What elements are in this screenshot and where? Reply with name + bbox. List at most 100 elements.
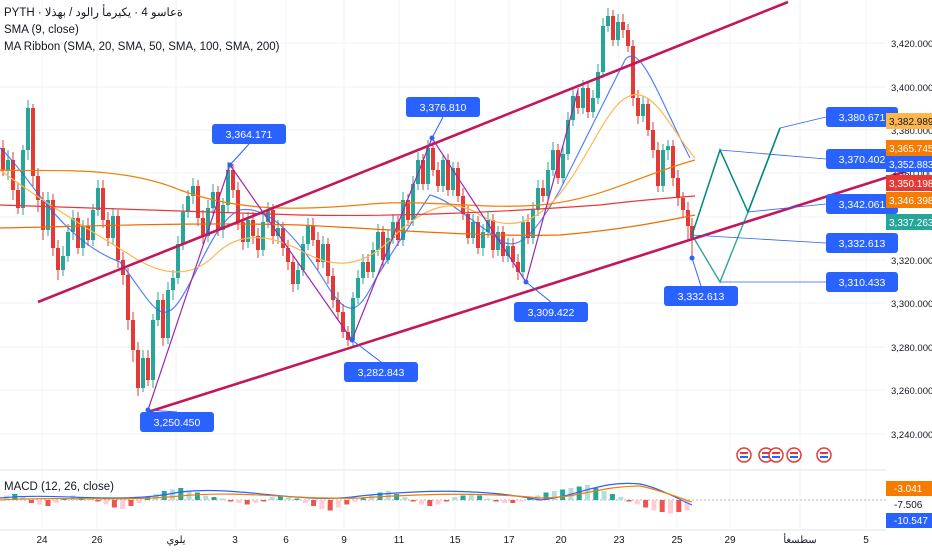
callout-box: [826, 194, 898, 214]
callout-leader: [147, 409, 178, 413]
candle-body: [531, 210, 535, 238]
ribbon-legend[interactable]: MA Ribbon (SMA, 20, SMA, 50, SMA, 100, S…: [4, 40, 279, 54]
candle-body: [161, 300, 165, 338]
candle-body: [166, 290, 170, 338]
candle-body: [296, 270, 300, 284]
macd-histogram-bar: [443, 500, 449, 502]
economic-event-icons[interactable]: [736, 447, 832, 463]
candle-body: [146, 358, 150, 380]
candle-body: [91, 210, 95, 240]
candle-body: [36, 176, 40, 200]
price-tag: [886, 113, 932, 129]
macd-line: [0, 482, 693, 506]
flag-stripe: [740, 452, 748, 454]
callout-leader: [691, 257, 702, 287]
time-axis-label: 15: [449, 535, 461, 546]
candle-body: [541, 188, 545, 196]
candle-body: [206, 208, 210, 236]
candle-body: [441, 160, 445, 186]
time-axis-label: يلوي: [166, 535, 185, 546]
macd-histogram-bar: [419, 500, 424, 505]
macd-value-tag: [886, 497, 932, 512]
candle-body: [111, 216, 115, 238]
macd-histogram-bar: [551, 491, 557, 500]
macd-histogram-bar: [37, 500, 43, 505]
candle-body: [196, 186, 200, 218]
time-axis-label: 3: [232, 535, 238, 546]
price-scale-label: 3,360.000: [891, 169, 932, 180]
time-axis[interactable]: 24 26 يلوي 3 6 9 11 15 17 20 23 25 29 سطسغأ 5: [0, 529, 886, 546]
sma-indicator-label: SMA (9, close): [4, 24, 79, 36]
price-callouts: 3,364.171 3,376.810 3,282.843 3,250.450 3,30…: [140, 97, 898, 432]
time-axis-label: 20: [555, 535, 567, 546]
projection-path[interactable]: [691, 116, 827, 284]
flag-stripe: [772, 452, 780, 454]
zigzag-pattern-line[interactable]: [147, 89, 579, 411]
symbol-legend[interactable]: PYTH · ةعاسو 4 · يكيرمأ رالود / بهذلا: [4, 6, 183, 20]
macd-histogram-bar: [601, 491, 607, 500]
sma-200-line: [0, 214, 696, 236]
macd-histogram-bar: [609, 494, 615, 500]
flag-stripe: [762, 452, 770, 454]
macd-histogram-bar: [410, 500, 416, 502]
candle-body: [521, 222, 525, 272]
macd-legend[interactable]: MACD (12, 26, close): [4, 480, 114, 494]
price-tag: [886, 140, 932, 156]
candle-body: [431, 148, 435, 170]
trend-channel[interactable]: [37, 0, 932, 414]
candle-body: [351, 298, 355, 340]
candle-body: [326, 244, 330, 276]
candle-body: [631, 46, 635, 98]
candle-body: [566, 120, 570, 154]
price-tag: [886, 192, 932, 208]
time-axis-label: 6: [283, 535, 289, 546]
candle-body: [56, 248, 60, 270]
macd-histogram-bar: [344, 500, 350, 505]
candle-body: [106, 220, 110, 238]
price-tag-value: 3,352.883: [889, 160, 932, 171]
price-scale-label: 3,260.000: [891, 386, 932, 397]
macd-histogram-bar: [493, 500, 499, 502]
macd-histogram-bar: [618, 497, 624, 500]
candle-body: [596, 72, 600, 98]
macd-histogram-bar: [336, 500, 341, 508]
time-axis-label: 25: [671, 535, 683, 546]
candle-body: [456, 168, 460, 196]
candle-body: [96, 188, 100, 210]
candle-body: [661, 150, 665, 186]
macd-histogram-bar: [684, 500, 690, 511]
candle-body: [436, 170, 440, 186]
candle-body: [611, 16, 615, 40]
sma-legend[interactable]: SMA (9, close): [4, 23, 79, 37]
macd-histogram-bar: [286, 497, 292, 500]
candle-body: [656, 150, 660, 186]
candle-body: [181, 212, 185, 244]
candle-body: [476, 222, 480, 248]
candle-body: [286, 248, 290, 262]
macd-histogram-bar: [659, 500, 665, 512]
macd-histogram-bar: [120, 500, 126, 509]
candle-body: [11, 160, 15, 190]
candle-body: [426, 148, 430, 184]
callout-leader: [351, 339, 382, 363]
macd-histogram-bar: [28, 500, 34, 503]
projection-zigzag: [691, 127, 781, 236]
macd-histogram-bar: [560, 489, 566, 500]
candle-body: [331, 276, 335, 300]
sma-20-line: [0, 94, 696, 273]
candle-body: [66, 232, 70, 256]
time-axis-label: 29: [724, 535, 736, 546]
price-scale-label: 3,420.000: [891, 39, 932, 50]
candle-body: [216, 192, 220, 230]
callout-anchor-dot: [523, 279, 529, 285]
candle-body: [151, 320, 155, 380]
price-tag-value: 3,382.989: [889, 117, 932, 128]
callout-box: [344, 362, 418, 382]
candle-body: [256, 236, 260, 250]
candle-body: [21, 150, 25, 208]
flag-stripe: [790, 456, 798, 458]
candle-body: [1, 148, 5, 170]
candle-body: [176, 244, 180, 278]
